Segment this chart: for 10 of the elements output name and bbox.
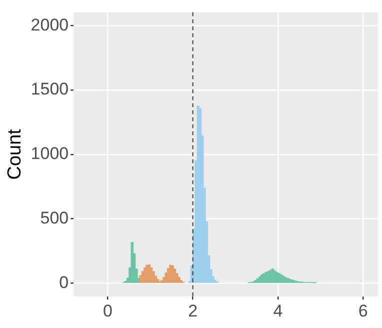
y-tick-label: 0 — [59, 272, 69, 292]
x-tick-label: 2 — [188, 301, 198, 320]
x-tick-label: 6 — [358, 301, 368, 320]
x-tick-label: 4 — [273, 301, 283, 320]
y-axis-title: Count — [4, 128, 26, 180]
y-tick-label: 1000 — [30, 144, 69, 164]
y-tick-label: 2000 — [30, 15, 69, 34]
y-tick-label: 1500 — [30, 80, 69, 99]
y-tick-label: 500 — [40, 208, 69, 228]
x-tick-label: 0 — [102, 301, 112, 320]
